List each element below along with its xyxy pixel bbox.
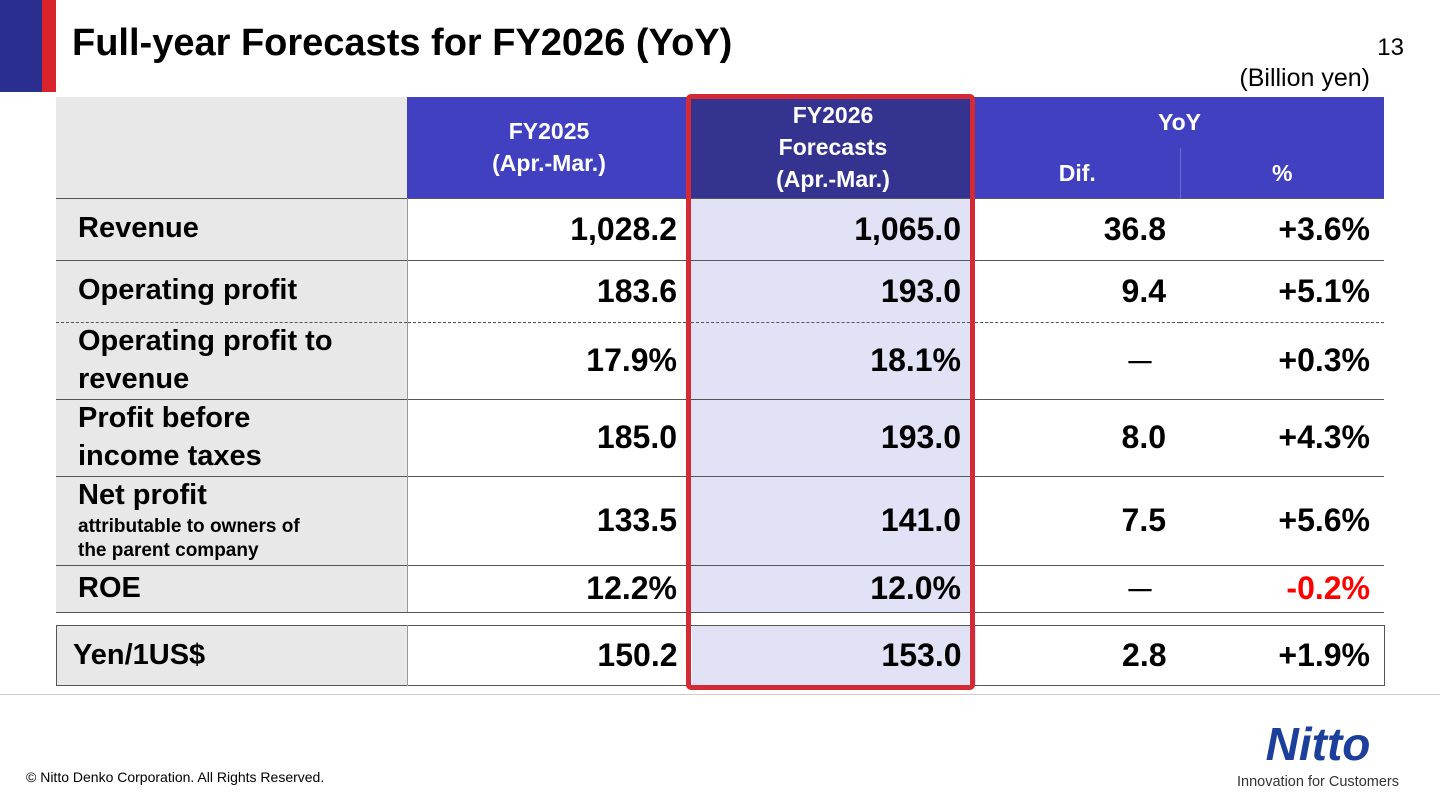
cell-pct: +1.9% [1278,637,1370,673]
cell-fy2026: 1,065.0 [691,197,975,260]
cell-fy2025: 183.6 [407,259,691,322]
cell-fy2025: 17.9% [407,321,691,399]
cell-fy2025: 1,028.2 [407,197,691,260]
svg-text:Innovation for Customers: Innovation for Customers [1237,774,1399,790]
cell-dif: 36.8 [975,197,1180,260]
cell-pct: +5.1% [1180,259,1384,322]
row-label: Profit before income taxes [56,398,408,476]
svg-text:Nitto: Nitto [1266,718,1371,770]
row-sublabel: attributable to owners of the parent comp… [78,515,300,562]
header-fy2026-forecasts: FY2026 Forecasts (Apr.-Mar.) [691,97,975,198]
cell-pct: +3.6% [1180,197,1384,260]
cell-fy2025: 133.5 [407,475,691,565]
table-row-fx-rate: Yen/1US$ 150.2 153.0 2.8 +1.9% [56,625,1385,686]
header-corner [56,97,407,198]
table-row-roe: ROE 12.2% 12.0% － -0.2% [56,564,1384,613]
row-label: Net profit attributable to owners of the … [56,475,408,565]
cell-fy2025: 12.2% [407,564,691,613]
table-row-operating-margin: Operating profit to revenue 17.9% 18.1% －… [56,321,1384,399]
cell-dif: 2.8 [1122,637,1167,673]
row-label: Operating profit to revenue [56,321,408,399]
footer-divider [0,694,1440,695]
title-accent-red [42,0,56,92]
cell-pct: +5.6% [1180,475,1384,565]
cell-fy2025: 185.0 [407,398,691,476]
cell-dif: － [975,564,1180,613]
cell-fy2026: 193.0 [691,398,975,476]
row-label: Operating profit [56,259,408,322]
cell-pct: -0.2% [1180,564,1384,613]
unit-label: (Billion yen) [1239,64,1370,92]
cell-fy2026: 18.1% [691,321,975,399]
page-title: Full-year Forecasts for FY2026 (YoY) [72,22,733,64]
header-pct: % [1180,148,1384,198]
table-row-profit-before-tax: Profit before income taxes 185.0 193.0 8.… [56,398,1384,476]
cell-fy2026: 12.0% [691,564,975,613]
cell-dif: 7.5 [975,475,1180,565]
nitto-logo: Nitto Innovation for Customers [1218,714,1418,794]
cell-dif: 8.0 [975,398,1180,476]
copyright-text: © Nitto Denko Corporation. All Rights Re… [26,769,325,785]
cell-fy2026: 153.0 [691,625,976,686]
forecast-table: FY2025 (Apr.-Mar.) FY2026 Forecasts (Apr.-M… [56,97,1384,613]
page-number: 13 [1377,34,1404,61]
title-accent-blue [0,0,42,92]
cell-fy2026: 141.0 [691,475,975,565]
row-label: Revenue [56,197,408,260]
table-row-net-profit: Net profit attributable to owners of the … [56,475,1384,565]
header-yoy: YoY [975,97,1384,148]
row-label: Yen/1US$ [56,625,408,686]
cell-pct: +0.3% [1180,321,1384,399]
cell-fy2025: 150.2 [597,637,678,673]
header-dif: Dif. [975,148,1181,198]
cell-dif: － [975,321,1180,399]
cell-dif: 9.4 [975,259,1180,322]
nitto-logo-icon: Nitto Innovation for Customers [1237,718,1399,790]
cell-pct: +4.3% [1180,398,1384,476]
table-row-revenue: Revenue 1,028.2 1,065.0 36.8 +3.6% [56,197,1384,260]
fx-rate-table: Yen/1US$ 150.2 153.0 2.8 +1.9% [56,625,1385,686]
cell-fy2026: 193.0 [691,259,975,322]
table-row-operating-profit: Operating profit 183.6 193.0 9.4 +5.1% [56,259,1384,322]
row-label: ROE [56,564,408,613]
header-fy2025: FY2025 (Apr.-Mar.) [407,97,691,198]
